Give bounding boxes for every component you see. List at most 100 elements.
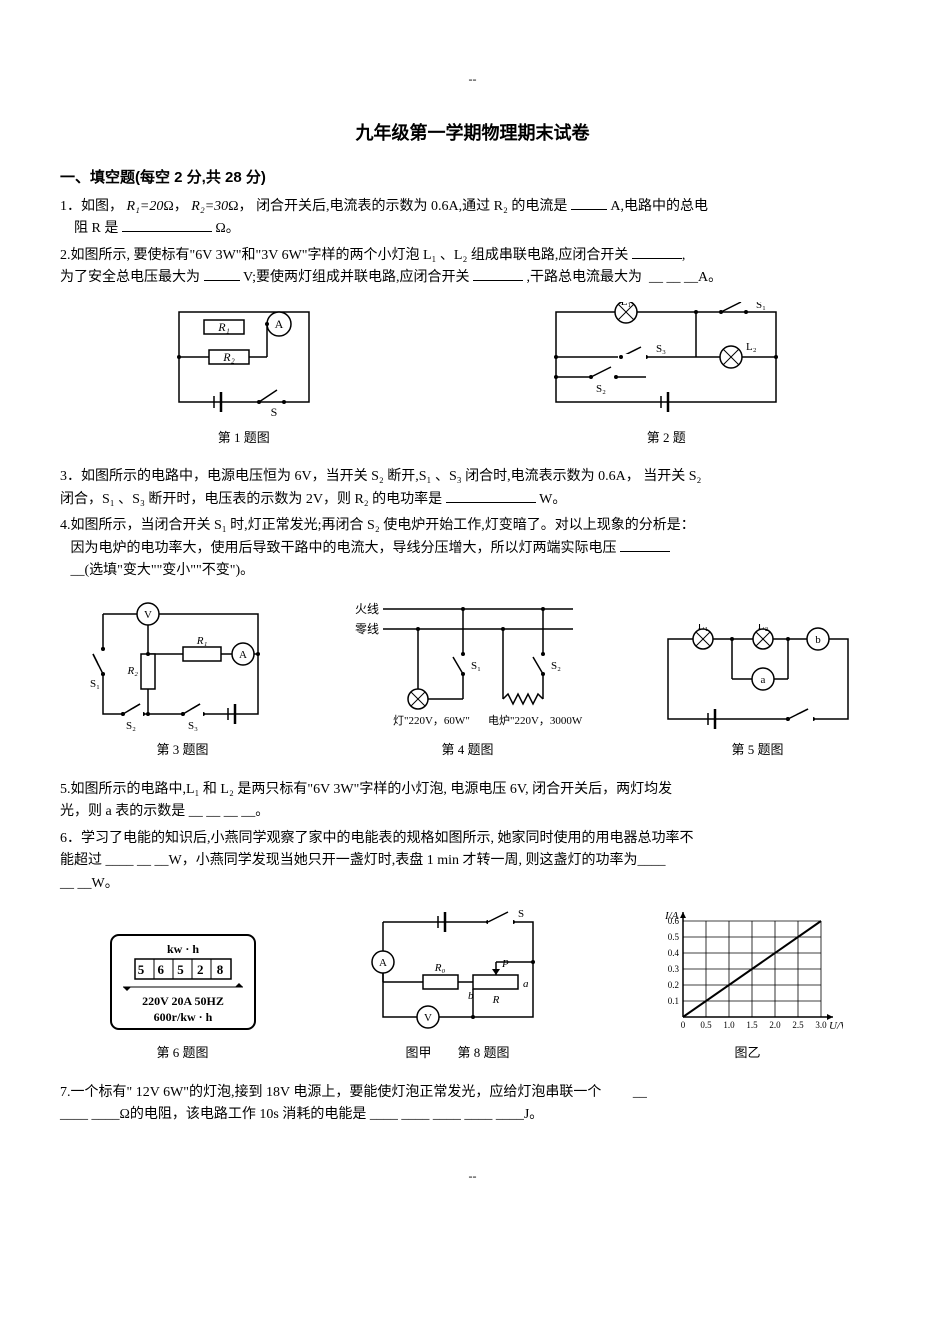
question-1: 1．如图， R₁=20Ω， R₂=30Ω， 闭合开关后,电流表的示数为 0.6A… [60,196,885,241]
r1-label3: R₁ [195,635,207,647]
s3-label: S₃ [656,343,666,355]
question-3: 3．如图所示的电路中，电源电压恒为 6V，当开关 S₂ 断开,S₁ 、S₃ 闭合… [60,466,885,511]
figure-row-3: kw · h 5 6 5 2 8 220V 20A 50HZ 600r/kw ·… [60,907,885,1064]
l2-label: L₂ [746,341,757,353]
q1-l2a: 阻 R 是 [74,221,118,236]
q1-mid: 闭合开关后,电流表的示数为 0.6A,通过 R₂ 的电流是 [256,199,567,214]
question-6: 6．学习了电能的知识后,小燕同学观察了家中的电能表的规格如图所示, 她家同时使用… [60,828,885,895]
yt4: 0.4 [667,948,679,958]
q1-prefix: 1．如图， [60,199,123,214]
v-label8: V [424,1012,432,1024]
r1-label: R₁ [217,320,230,334]
stove-spec: 电炉"220V，3000W" [488,714,583,727]
meter-spec: 220V 20A 50HZ [142,994,224,1008]
xt5: 2.5 [792,1020,804,1030]
xt2: 1.0 [723,1020,735,1030]
s1-label4: S₁ [471,660,481,672]
q3-l2a: 闭合，S₁ 、S₃ 断开时，电压表的示数为 2V，则 R₂ 的电功率是 [60,492,442,507]
l1-label5: L₁ [697,624,708,632]
q6-l2a: 能超过 [60,853,102,868]
q4-l1: 4.如图所示，当闭合开关 S₁ 时,灯正常发光;再闭合 S₂ 使电炉开始工作,灯… [60,518,695,533]
q2-l1e: , [682,248,686,263]
ammeter-label: A [274,317,283,331]
q7-l2b: Ω的电阻，该电路工作 10s 消耗的电能是 [120,1107,367,1122]
v-label: V [144,609,152,621]
blank [571,196,607,210]
figure-4: 火线 零线 S₁ S₂ [353,594,583,761]
s1-label3: S₁ [90,678,100,690]
figure-1: R₁ A R₂ S [159,302,329,449]
q5-l1: 5.如图所示的电路中,L₁ 和 L₂ 是两只标有"6V 3W"字样的小灯泡, 电… [60,782,672,797]
q3-l2b: W。 [539,492,566,507]
lamp-spec: 灯"220V，60W" [393,714,470,727]
circuit-2-svg: L₁ S₁ S₃ S₂ [546,302,786,422]
fig2-caption: 第 2 题 [546,428,786,449]
question-5: 5.如图所示的电路中,L₁ 和 L₂ 是两只标有"6V 3W"字样的小灯泡, 电… [60,779,885,824]
fig3-caption: 第 3 题图 [88,740,278,761]
q4-l3: __(选填"变大""变小""不变")。 [71,563,255,578]
circuit-5-svg: L₁ L₂ b a [658,624,858,734]
blank [446,489,536,503]
r2-label: R₂ [222,350,235,364]
s2-label3: S₂ [126,720,136,732]
s2-label: S₂ [596,383,606,395]
meter-digits: 5 6 5 2 8 [137,962,228,977]
fig8-left-caption: 图甲 第 8 题图 [368,1043,548,1064]
header-dash: -- [60,70,885,89]
xt4: 2.0 [769,1020,781,1030]
fig8-mid: 第 8 题图 [458,1045,510,1060]
a-label5: a [760,674,765,686]
l2-label5: L₂ [757,624,768,632]
q5-l2a: 光，则 a 表的示数是 [60,804,185,819]
blank [122,218,212,232]
footer-dash: -- [60,1167,885,1186]
q1-u2: Ω， [228,199,252,214]
fig8-jia: 图甲 [405,1045,431,1060]
q6-l2b: W，小燕同学发现当她只开一盏灯时,表盘 1 min 才转一周, 则这盏灯的功率为 [169,853,638,868]
page-title: 九年级第一学期物理期末试卷 [60,119,885,148]
xlabel: U/V [829,1020,843,1032]
q7-l1: 7.一个标有" 12V 6W"的灯泡,接到 18V 电源上，要能使灯泡正常发光，… [60,1085,601,1100]
live-label: 火线 [354,602,378,616]
meter-unit: kw · h [166,942,198,956]
q4-l2: 因为电炉的电功率大，使用后导致干路中的电流大，导线分压增大，所以灯两端实际电压 [71,541,617,556]
q1-r1: R₁=20 [127,199,164,214]
l1-label: L₁ [621,302,632,308]
s3-label3: S₃ [188,720,198,732]
xt1: 0.5 [700,1020,712,1030]
question-7: 7.一个标有" 12V 6W"的灯泡,接到 18V 电源上，要能使灯泡正常发光，… [60,1082,885,1127]
fig1-caption: 第 1 题图 [159,428,329,449]
fig5-caption: 第 5 题图 [658,740,858,761]
s2-label4: S₂ [551,660,561,672]
fig4-caption: 第 4 题图 [353,740,583,761]
a-label8: A [379,957,387,969]
q2-l2a: 为了安全总电压最大为 [60,270,200,285]
s-label: S [270,405,277,419]
section-1-heading: 一、填空题(每空 2 分,共 28 分) [60,166,885,190]
s-label8: S [518,908,524,920]
q2-l1: 2.如图所示, 要使标有"6V 3W"和"3V 6W"字样的两个小灯泡 L₁ 、… [60,248,628,263]
q6-l3: W。 [92,876,119,891]
xt3: 1.5 [746,1020,758,1030]
figure-row-1: R₁ A R₂ S [60,302,885,449]
b-label5: b [815,634,821,646]
q1-after1: A,电路中的总电 [610,199,708,214]
yt1: 0.1 [667,996,678,1006]
r0-label: R₀ [433,962,445,974]
figure-2: L₁ S₁ S₃ S₂ [546,302,786,449]
blank [620,538,670,552]
blank [632,245,682,259]
q7-l2c: J。 [524,1107,543,1122]
neutral-label: 零线 [354,622,378,636]
question-2: 2.如图所示, 要使标有"6V 3W"和"3V 6W"字样的两个小灯泡 L₁ 、… [60,245,885,290]
r-label8: R [491,994,499,1006]
q1-l2b: Ω。 [215,221,239,236]
yt5: 0.5 [667,932,679,942]
circuit-4-svg: 火线 零线 S₁ S₂ [353,594,583,734]
a-label3: A [239,649,247,661]
xt6: 3.0 [815,1020,827,1030]
figure-6: kw · h 5 6 5 2 8 220V 20A 50HZ 600r/kw ·… [103,927,263,1064]
a-end: a [523,978,529,990]
meter-svg: kw · h 5 6 5 2 8 220V 20A 50HZ 600r/kw ·… [103,927,263,1037]
blank [473,267,523,281]
